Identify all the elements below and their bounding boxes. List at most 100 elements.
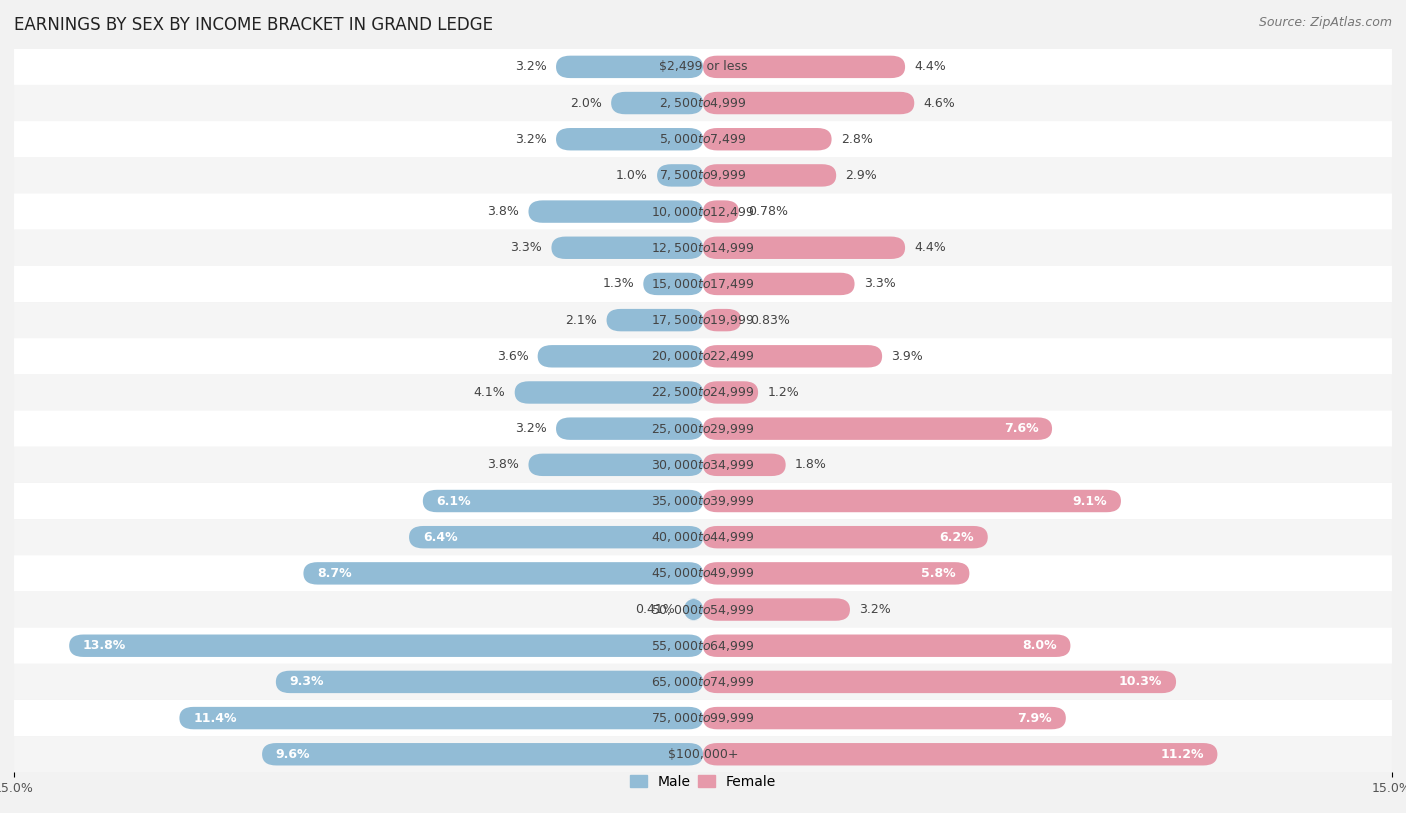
FancyBboxPatch shape [703, 743, 1218, 766]
Text: 0.41%: 0.41% [636, 603, 675, 616]
Text: 3.6%: 3.6% [496, 350, 529, 363]
Text: 1.0%: 1.0% [616, 169, 648, 182]
Text: 5.8%: 5.8% [921, 567, 956, 580]
Text: 8.7%: 8.7% [318, 567, 352, 580]
Text: $5,000 to $7,499: $5,000 to $7,499 [659, 133, 747, 146]
Text: $75,000 to $99,999: $75,000 to $99,999 [651, 711, 755, 725]
FancyBboxPatch shape [537, 345, 703, 367]
Text: $7,500 to $9,999: $7,500 to $9,999 [659, 168, 747, 182]
Text: $17,500 to $19,999: $17,500 to $19,999 [651, 313, 755, 327]
FancyBboxPatch shape [703, 381, 758, 404]
Text: 2.0%: 2.0% [569, 97, 602, 110]
FancyBboxPatch shape [606, 309, 703, 332]
Text: EARNINGS BY SEX BY INCOME BRACKET IN GRAND LEDGE: EARNINGS BY SEX BY INCOME BRACKET IN GRA… [14, 16, 494, 34]
Text: $50,000 to $54,999: $50,000 to $54,999 [651, 602, 755, 616]
Text: 3.2%: 3.2% [515, 422, 547, 435]
FancyBboxPatch shape [703, 706, 1066, 729]
FancyBboxPatch shape [14, 266, 1392, 302]
FancyBboxPatch shape [657, 164, 703, 187]
FancyBboxPatch shape [703, 237, 905, 259]
Text: 3.2%: 3.2% [515, 60, 547, 73]
FancyBboxPatch shape [555, 55, 703, 78]
Text: 8.0%: 8.0% [1022, 639, 1057, 652]
FancyBboxPatch shape [423, 489, 703, 512]
Text: 0.78%: 0.78% [748, 205, 787, 218]
Text: 11.2%: 11.2% [1160, 748, 1204, 761]
FancyBboxPatch shape [14, 338, 1392, 374]
Text: 2.9%: 2.9% [845, 169, 877, 182]
FancyBboxPatch shape [703, 489, 1121, 512]
FancyBboxPatch shape [529, 200, 703, 223]
FancyBboxPatch shape [703, 598, 851, 621]
FancyBboxPatch shape [14, 302, 1392, 338]
Text: 4.1%: 4.1% [474, 386, 506, 399]
FancyBboxPatch shape [14, 411, 1392, 447]
FancyBboxPatch shape [14, 628, 1392, 663]
Text: 3.2%: 3.2% [515, 133, 547, 146]
Text: 4.4%: 4.4% [914, 60, 946, 73]
Text: 3.9%: 3.9% [891, 350, 924, 363]
FancyBboxPatch shape [555, 128, 703, 150]
Text: 1.3%: 1.3% [602, 277, 634, 290]
FancyBboxPatch shape [703, 526, 988, 549]
Text: 9.3%: 9.3% [290, 676, 325, 689]
FancyBboxPatch shape [644, 272, 703, 295]
FancyBboxPatch shape [14, 85, 1392, 121]
Text: 1.8%: 1.8% [794, 459, 827, 472]
FancyBboxPatch shape [703, 164, 837, 187]
FancyBboxPatch shape [14, 374, 1392, 411]
FancyBboxPatch shape [703, 92, 914, 115]
Text: 6.4%: 6.4% [423, 531, 457, 544]
FancyBboxPatch shape [304, 562, 703, 585]
Text: $2,499 or less: $2,499 or less [659, 60, 747, 73]
Text: $20,000 to $22,499: $20,000 to $22,499 [651, 350, 755, 363]
FancyBboxPatch shape [14, 229, 1392, 266]
FancyBboxPatch shape [685, 598, 703, 621]
FancyBboxPatch shape [14, 592, 1392, 628]
Text: 13.8%: 13.8% [83, 639, 127, 652]
Text: 11.4%: 11.4% [193, 711, 236, 724]
FancyBboxPatch shape [703, 200, 738, 223]
Text: 2.1%: 2.1% [565, 314, 598, 327]
FancyBboxPatch shape [703, 417, 1052, 440]
FancyBboxPatch shape [612, 92, 703, 115]
Text: 0.83%: 0.83% [751, 314, 790, 327]
Text: $15,000 to $17,499: $15,000 to $17,499 [651, 277, 755, 291]
FancyBboxPatch shape [180, 706, 703, 729]
FancyBboxPatch shape [409, 526, 703, 549]
Text: 9.1%: 9.1% [1073, 494, 1107, 507]
Text: $25,000 to $29,999: $25,000 to $29,999 [651, 422, 755, 436]
Text: $35,000 to $39,999: $35,000 to $39,999 [651, 494, 755, 508]
Text: 7.9%: 7.9% [1018, 711, 1052, 724]
Text: $30,000 to $34,999: $30,000 to $34,999 [651, 458, 755, 472]
Text: 6.1%: 6.1% [437, 494, 471, 507]
Text: 3.3%: 3.3% [863, 277, 896, 290]
FancyBboxPatch shape [703, 562, 969, 585]
FancyBboxPatch shape [276, 671, 703, 693]
FancyBboxPatch shape [14, 121, 1392, 158]
Text: $100,000+: $100,000+ [668, 748, 738, 761]
FancyBboxPatch shape [703, 671, 1175, 693]
FancyBboxPatch shape [551, 237, 703, 259]
FancyBboxPatch shape [14, 158, 1392, 193]
Text: 2.8%: 2.8% [841, 133, 873, 146]
FancyBboxPatch shape [14, 447, 1392, 483]
Text: $65,000 to $74,999: $65,000 to $74,999 [651, 675, 755, 689]
FancyBboxPatch shape [69, 634, 703, 657]
FancyBboxPatch shape [703, 272, 855, 295]
FancyBboxPatch shape [515, 381, 703, 404]
Text: 10.3%: 10.3% [1119, 676, 1163, 689]
FancyBboxPatch shape [703, 55, 905, 78]
Text: $2,500 to $4,999: $2,500 to $4,999 [659, 96, 747, 110]
Text: $55,000 to $64,999: $55,000 to $64,999 [651, 639, 755, 653]
FancyBboxPatch shape [703, 345, 882, 367]
FancyBboxPatch shape [703, 128, 831, 150]
Text: $10,000 to $12,499: $10,000 to $12,499 [651, 205, 755, 219]
FancyBboxPatch shape [14, 700, 1392, 737]
FancyBboxPatch shape [14, 737, 1392, 772]
Text: $40,000 to $44,999: $40,000 to $44,999 [651, 530, 755, 544]
Text: 3.8%: 3.8% [488, 459, 519, 472]
FancyBboxPatch shape [529, 454, 703, 476]
FancyBboxPatch shape [14, 483, 1392, 520]
Text: 1.2%: 1.2% [768, 386, 799, 399]
